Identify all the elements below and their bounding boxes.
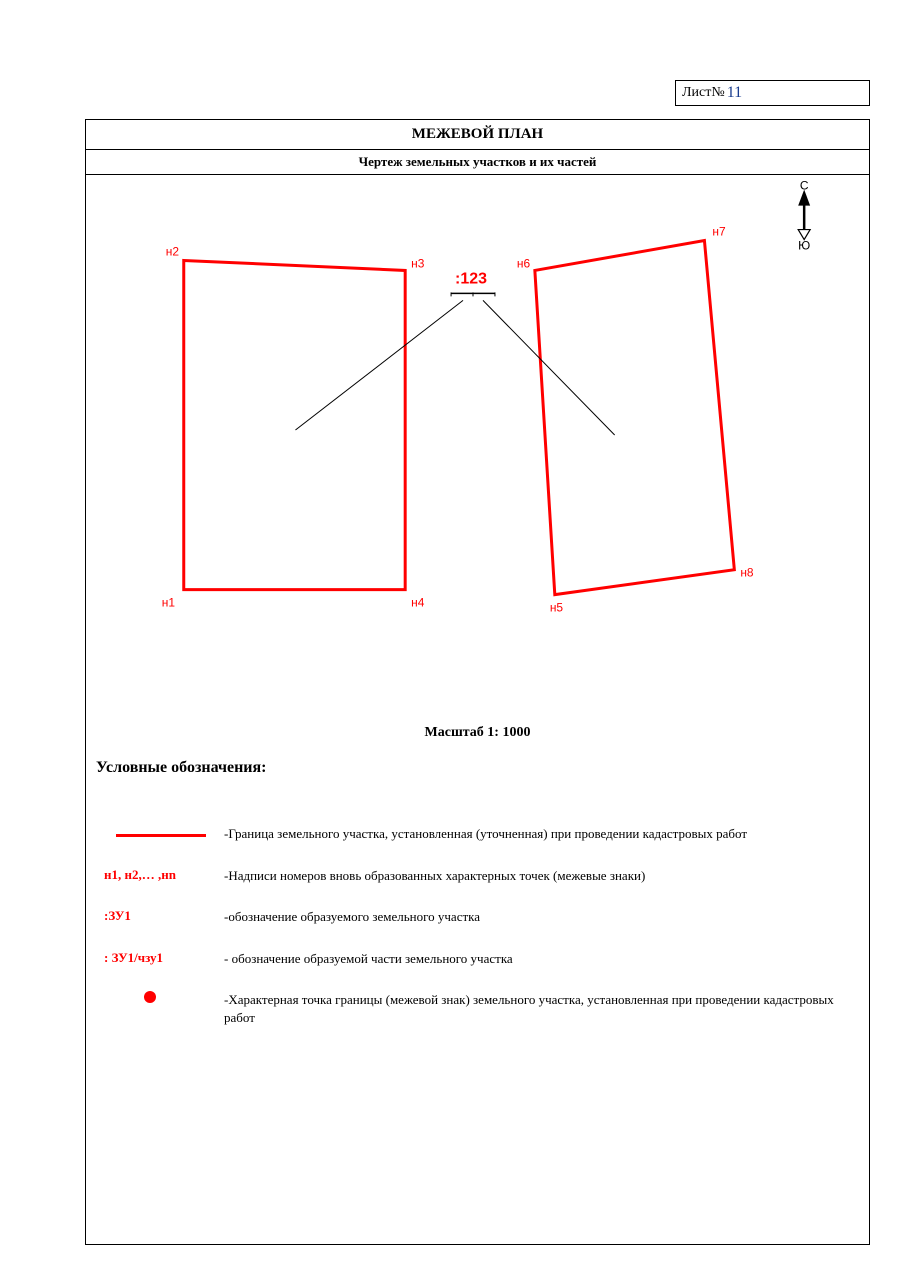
cadastral-diagram: н1н2н3н4н5н6н7н8:123СЮ xyxy=(86,175,869,715)
sheet-label: Лист№ xyxy=(682,85,725,101)
svg-text:н7: н7 xyxy=(712,225,726,239)
legend-description: -Надписи номеров вновь образованных хара… xyxy=(224,867,851,885)
svg-text:н2: н2 xyxy=(166,244,180,258)
legend-description: - обозначение образуемой части земельног… xyxy=(224,950,851,968)
scale-label: Масштаб 1: 1000 xyxy=(86,725,869,741)
sheet-number: 11 xyxy=(727,84,742,102)
svg-text:н5: н5 xyxy=(550,601,564,615)
legend-description: -обозначение образуемого земельного учас… xyxy=(224,908,851,926)
legend-symbol: н1, н2,… ,нn xyxy=(104,867,224,883)
legend-description: -Характерная точка границы (межевой знак… xyxy=(224,991,851,1026)
svg-text:н3: н3 xyxy=(411,256,425,270)
svg-text:н1: н1 xyxy=(162,596,176,610)
legend-symbol: :ЗУ1 xyxy=(104,908,224,924)
legend-row: : ЗУ1/чзу1- обозначение образуемой части… xyxy=(104,950,851,968)
plot-area: н1н2н3н4н5н6н7н8:123СЮ xyxy=(86,175,869,715)
legend-row: :ЗУ1-обозначение образуемого земельного … xyxy=(104,908,851,926)
legend-symbol: : ЗУ1/чзу1 xyxy=(104,950,224,966)
boundary-line-icon xyxy=(116,834,206,837)
sheet-number-box: Лист№ 11 xyxy=(675,80,870,106)
legend-title: Условные обозначения: xyxy=(86,741,869,785)
legend-row: -Граница земельного участка, установленн… xyxy=(104,825,851,843)
svg-text:н4: н4 xyxy=(411,596,425,610)
document-frame: МЕЖЕВОЙ ПЛАН Чертеж земельных участков и… xyxy=(85,119,870,1245)
page-subtitle: Чертеж земельных участков и их частей xyxy=(86,150,869,175)
svg-text:н8: н8 xyxy=(740,566,754,580)
svg-text::123: :123 xyxy=(455,270,487,287)
svg-text:Ю: Ю xyxy=(798,238,810,252)
svg-text:н6: н6 xyxy=(517,256,531,270)
legend-symbol xyxy=(104,825,224,841)
legend-symbol xyxy=(104,991,224,1007)
page-title: МЕЖЕВОЙ ПЛАН xyxy=(86,120,869,150)
point-marker-icon xyxy=(144,991,156,1003)
legend-row: -Характерная точка границы (межевой знак… xyxy=(104,991,851,1026)
legend: -Граница земельного участка, установленн… xyxy=(86,785,869,1026)
legend-description: -Граница земельного участка, установленн… xyxy=(224,825,851,843)
legend-row: н1, н2,… ,нn-Надписи номеров вновь образ… xyxy=(104,867,851,885)
